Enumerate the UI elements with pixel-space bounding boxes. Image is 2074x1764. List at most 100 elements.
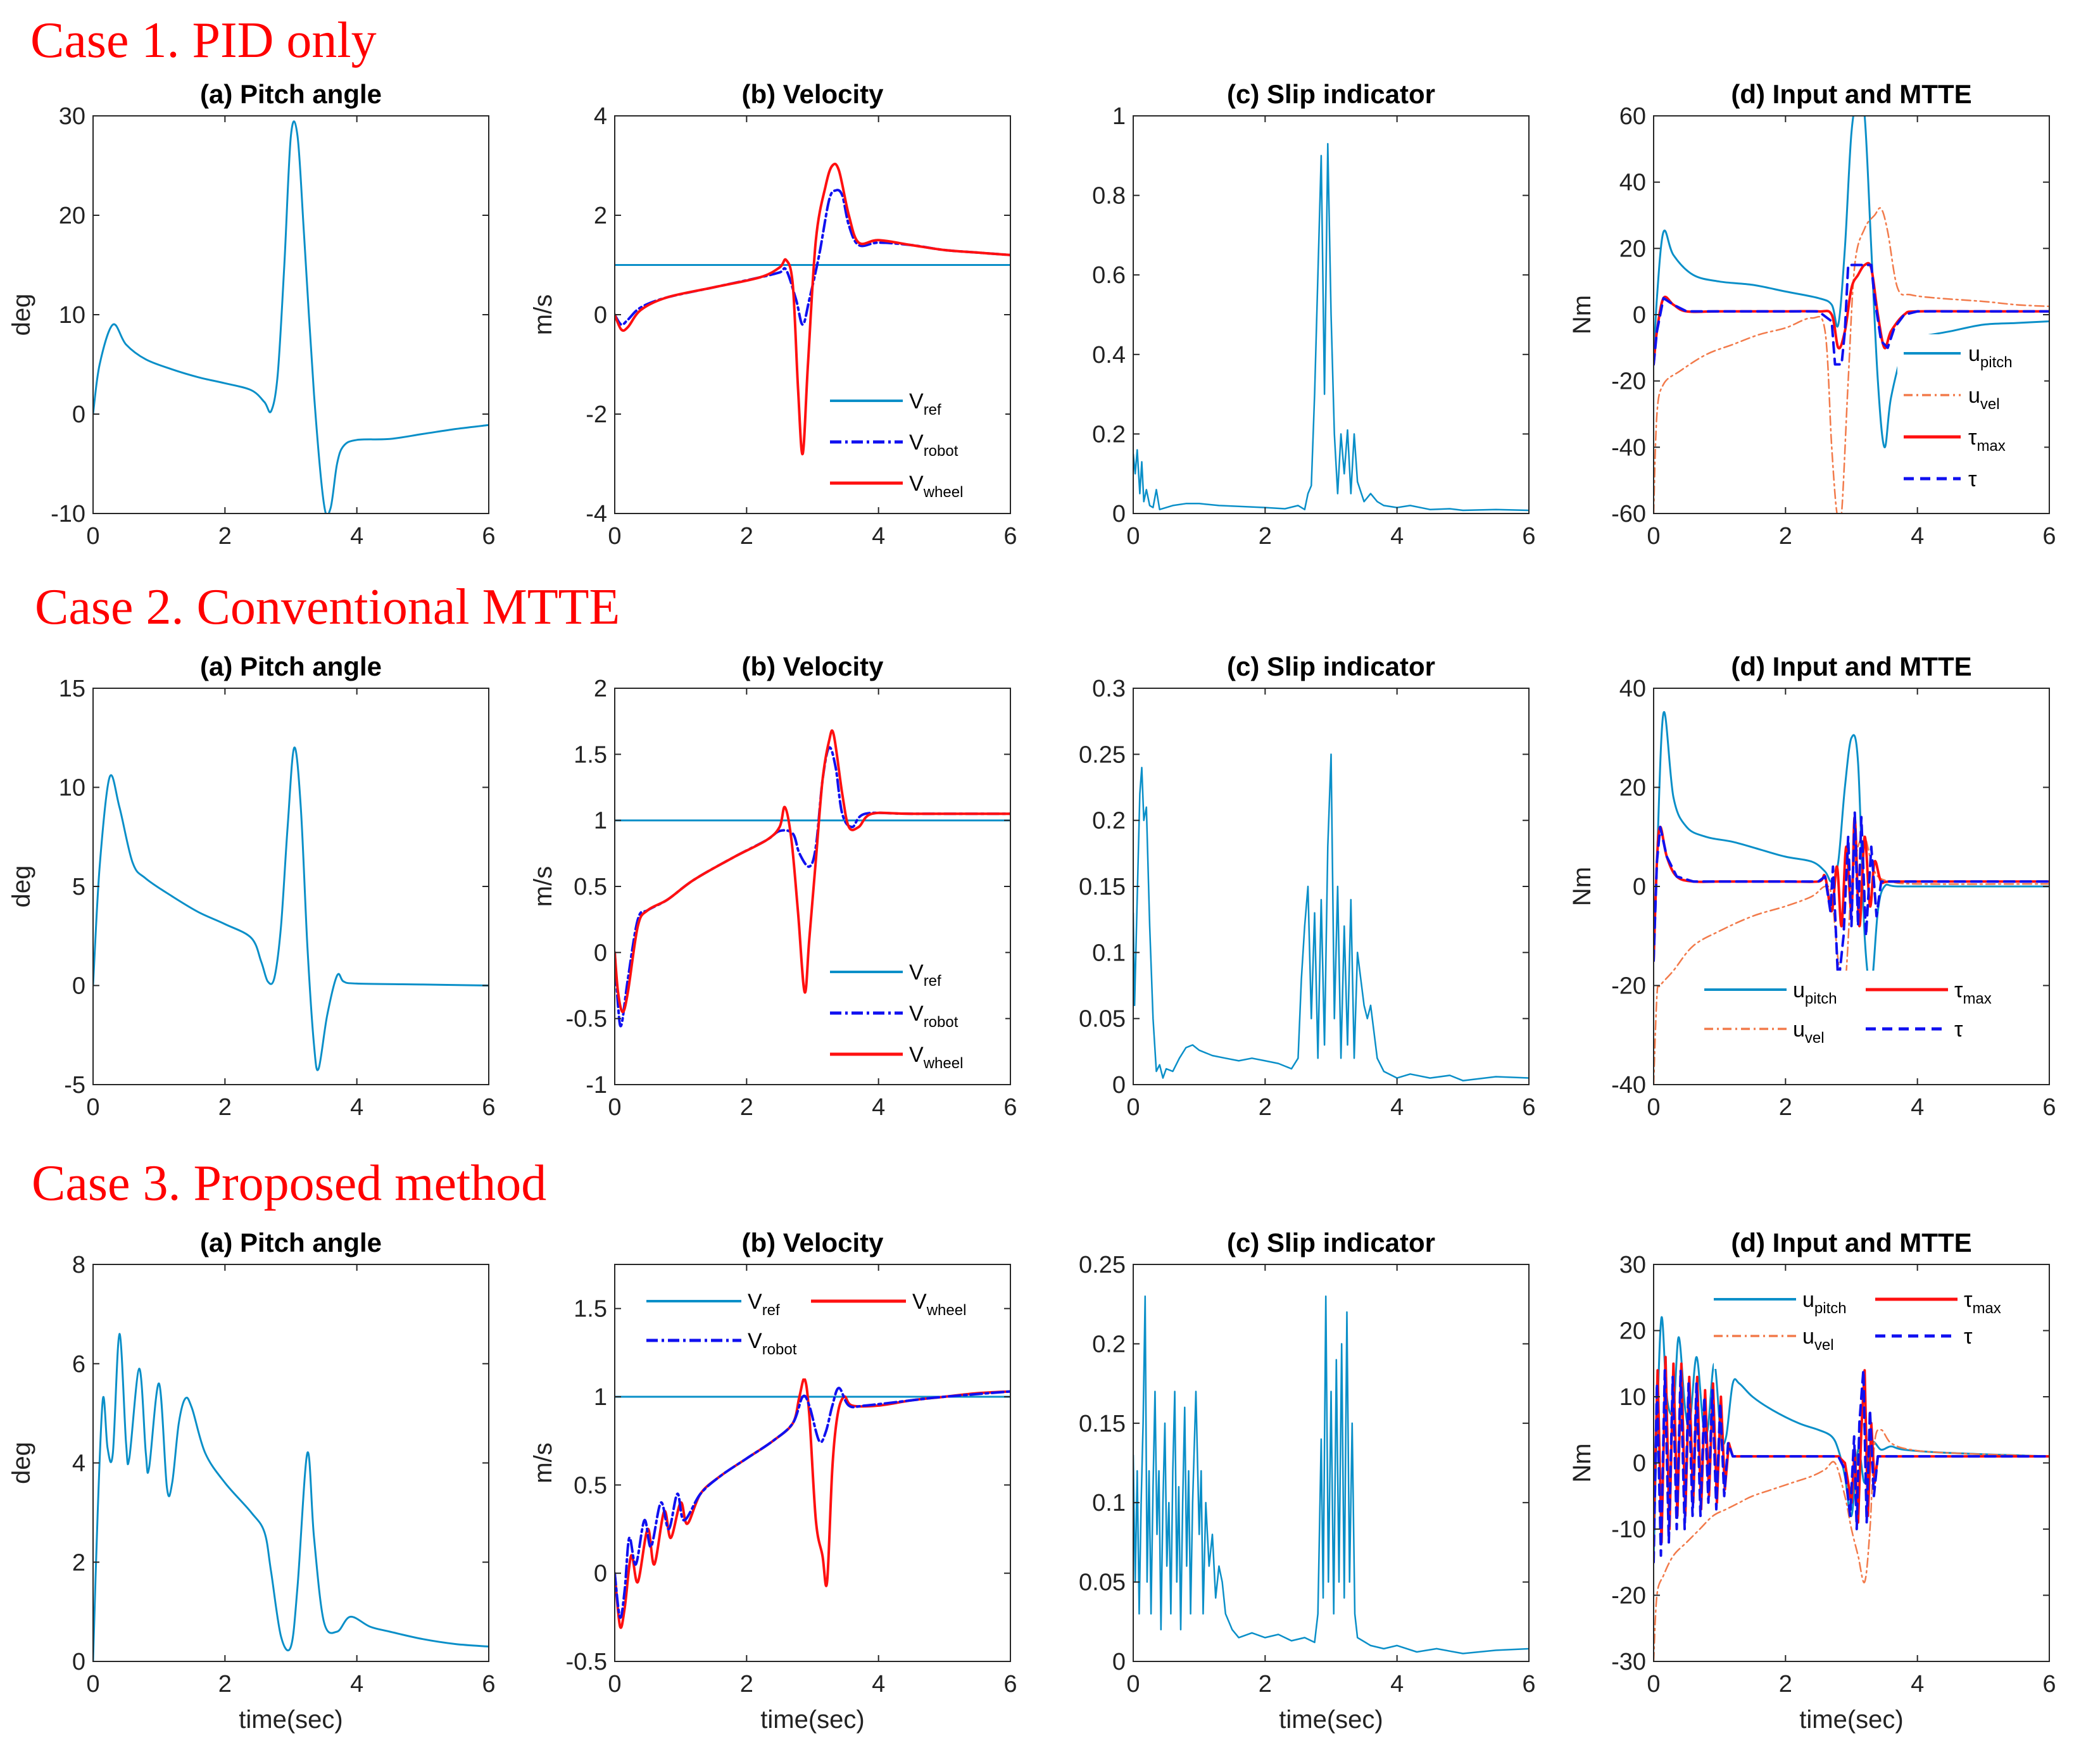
legend-label: Vrobot xyxy=(748,1329,797,1358)
y-tick-label: 10 xyxy=(1619,1384,1646,1411)
x-tick-label: 0 xyxy=(1126,1671,1140,1698)
y-tick-label: 0 xyxy=(594,1561,607,1587)
y-axis-label: deg xyxy=(8,294,35,336)
panel-title: (d) Input and MTTE xyxy=(1731,1228,1971,1257)
x-tick-label: 0 xyxy=(1647,1671,1660,1698)
legend-box xyxy=(646,1283,998,1378)
x-tick-label: 6 xyxy=(2042,1094,2056,1121)
y-axis-label: Nm xyxy=(1568,1443,1596,1482)
x-tick-label: 2 xyxy=(740,1671,753,1698)
x-tick-label: 6 xyxy=(1522,1094,1535,1121)
x-tick-label: 6 xyxy=(1522,1671,1535,1698)
series-line-tau xyxy=(1654,810,2049,987)
x-axis-label: time(sec) xyxy=(760,1706,864,1734)
legend-main: τ xyxy=(1968,425,1977,450)
x-tick-label: 2 xyxy=(1779,1671,1792,1698)
legend-main: V xyxy=(748,1329,762,1353)
x-tick-label: 0 xyxy=(86,1671,99,1698)
case-2-title: Case 2. Conventional MTTE xyxy=(35,579,620,635)
y-tick-label: 2 xyxy=(72,1549,85,1576)
y-tick-label: 0.6 xyxy=(1092,262,1126,289)
legend-main: τ xyxy=(1954,1017,1963,1042)
y-tick-label: 0.05 xyxy=(1079,1006,1126,1033)
series-group xyxy=(1654,711,2049,1085)
x-tick-label: 0 xyxy=(1647,1094,1660,1121)
y-axis-label: Nm xyxy=(1568,867,1596,906)
x-axis-label: time(sec) xyxy=(1799,1706,1903,1734)
y-tick-label: -1 xyxy=(586,1072,607,1099)
axes-box xyxy=(92,115,489,514)
series-line-pitch xyxy=(93,747,489,1071)
x-tick-label: 4 xyxy=(350,1671,363,1698)
y-tick-label: 8 xyxy=(72,1252,85,1278)
y-tick-label: 10 xyxy=(59,775,85,802)
panel-title: (a) Pitch angle xyxy=(200,79,382,109)
legend-main: u xyxy=(1802,1325,1814,1349)
x-axis-label: time(sec) xyxy=(239,1706,343,1734)
x-tick-label: 0 xyxy=(86,523,99,550)
y-tick-label: 60 xyxy=(1619,103,1646,130)
legend-main: V xyxy=(909,431,924,455)
legend-main: V xyxy=(912,1290,927,1314)
x-tick-label: 2 xyxy=(218,523,232,550)
y-tick-label: 0.25 xyxy=(1079,1252,1126,1278)
y-tick-label: -5 xyxy=(64,1072,85,1099)
x-tick-label: 2 xyxy=(218,1671,232,1698)
y-tick-label: 6 xyxy=(72,1351,85,1378)
y-tick-label: -0.5 xyxy=(566,1006,607,1033)
y-tick-label: 4 xyxy=(594,103,607,130)
y-tick-label: 0.1 xyxy=(1092,940,1126,966)
x-tick-label: 0 xyxy=(608,523,621,550)
y-axis-label: deg xyxy=(8,1442,35,1484)
panel-title: (b) Velocity xyxy=(741,1228,884,1257)
x-tick-label: 6 xyxy=(1522,523,1535,550)
x-tick-label: 4 xyxy=(350,1094,363,1121)
panel-title: (b) Velocity xyxy=(741,79,884,109)
series-group xyxy=(615,1377,1010,1629)
series-line-slip xyxy=(1133,753,1529,1081)
legend-main: u xyxy=(1968,384,1980,408)
series-line-slip xyxy=(1133,1295,1529,1654)
x-tick-label: 0 xyxy=(86,1094,99,1121)
y-tick-label: 0 xyxy=(1112,1072,1126,1099)
legend-label: Vref xyxy=(909,389,941,419)
series-group xyxy=(615,729,1010,1028)
y-tick-label: 0 xyxy=(1633,1451,1646,1477)
axes-box xyxy=(1133,115,1530,514)
legend-box xyxy=(1714,1280,2037,1369)
y-tick-label: -10 xyxy=(1611,1516,1646,1543)
case-3-title: Case 3. Proposed method xyxy=(32,1156,546,1211)
series-group xyxy=(93,1333,489,1661)
legend-main: V xyxy=(909,1002,924,1026)
x-tick-label: 0 xyxy=(1126,1094,1140,1121)
legend-box xyxy=(1701,971,2043,1059)
legend-label: uvel xyxy=(1968,384,2000,413)
y-tick-label: 2 xyxy=(594,203,607,229)
legend-label: τmax xyxy=(1964,1288,2001,1317)
legend-label: Vrobot xyxy=(909,1002,958,1031)
legend-subscript: wheel xyxy=(923,484,964,501)
x-axis-label: time(sec) xyxy=(1279,1706,1383,1734)
y-tick-label: 0.15 xyxy=(1079,874,1126,900)
x-tick-label: 6 xyxy=(482,1671,495,1698)
legend-label: τ xyxy=(1968,467,1977,491)
legend-subscript: robot xyxy=(762,1341,797,1358)
y-tick-label: 1 xyxy=(594,1384,607,1411)
y-tick-label: -40 xyxy=(1611,434,1646,461)
legend-subscript: robot xyxy=(924,443,958,460)
x-tick-label: 6 xyxy=(1003,1671,1017,1698)
case1-panel-c: (c) Slip indicator 0 2 4 6 0 0.2 0.4 0.6 0.8 1 xyxy=(1092,79,1535,550)
y-tick-label: 15 xyxy=(59,676,85,702)
y-tick-label: 0.15 xyxy=(1079,1411,1126,1437)
legend-label: Vwheel xyxy=(909,472,963,501)
y-tick-label: 0 xyxy=(72,1649,85,1675)
series-group xyxy=(615,162,1010,455)
y-tick-label: 0.1 xyxy=(1092,1490,1126,1516)
x-tick-label: 4 xyxy=(1911,523,1924,550)
x-tick-label: 0 xyxy=(1126,523,1140,550)
